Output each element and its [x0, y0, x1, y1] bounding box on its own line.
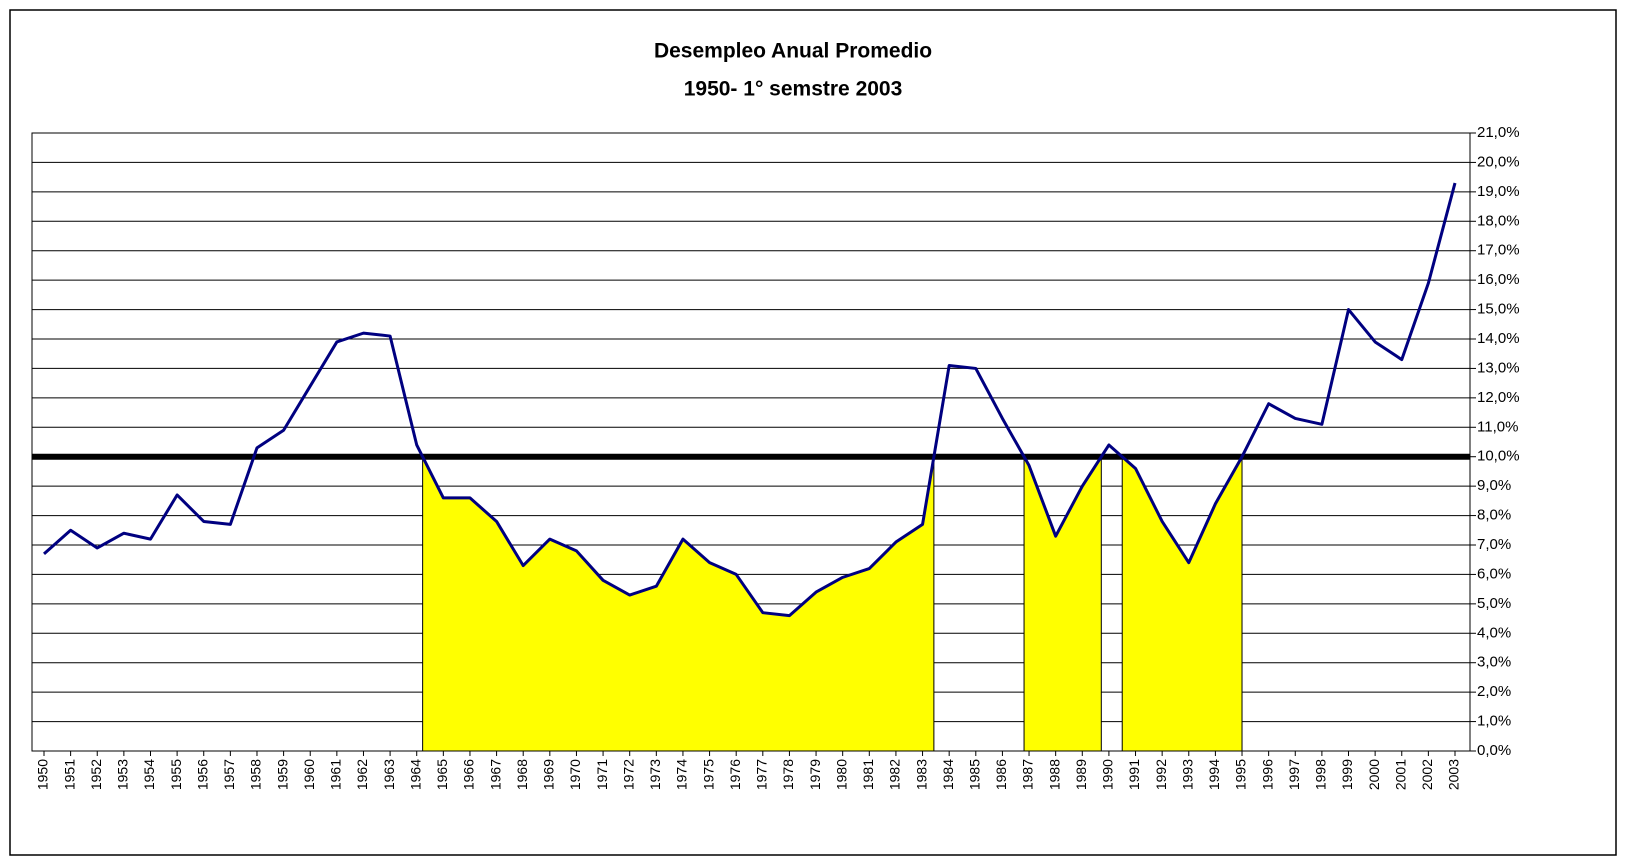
chart-title: Desempleo Anual Promedio [654, 40, 932, 63]
x-tick-label: 1972 [620, 759, 636, 790]
x-tick-label: 1991 [1126, 759, 1142, 790]
x-tick-label: 1984 [940, 759, 956, 790]
x-tick-label: 1988 [1046, 759, 1062, 790]
x-tick-label: 1983 [913, 759, 929, 790]
x-tick-label: 1980 [833, 759, 849, 790]
x-tick-label: 1967 [487, 759, 503, 790]
y-tick-label: 5,0% [1477, 595, 1511, 612]
x-tick-label: 1998 [1313, 759, 1329, 790]
y-tick-label: 21,0% [1477, 124, 1520, 141]
y-tick-label: 11,0% [1477, 418, 1518, 435]
y-tick-label: 4,0% [1477, 624, 1511, 641]
y-tick-label: 15,0% [1477, 301, 1520, 318]
x-tick-label: 1994 [1206, 759, 1222, 790]
x-tick-label: 1953 [115, 759, 131, 790]
y-tick-label: 13,0% [1477, 359, 1520, 376]
x-tick-label: 1986 [993, 759, 1009, 790]
x-tick-label: 1966 [461, 759, 477, 790]
x-tick-label: 1979 [807, 759, 823, 790]
y-tick-label: 12,0% [1477, 389, 1520, 406]
x-tick-label: 1961 [328, 759, 344, 790]
x-tick-label: 1990 [1100, 759, 1116, 790]
x-tick-label: 1959 [274, 759, 290, 790]
y-tick-label: 19,0% [1477, 183, 1520, 200]
x-tick-label: 1968 [514, 759, 530, 790]
x-tick-label: 1977 [754, 759, 770, 790]
x-tick-label: 1976 [727, 759, 743, 790]
x-tick-label: 1952 [88, 759, 104, 790]
x-tick-label: 1981 [860, 759, 876, 790]
y-tick-label: 3,0% [1477, 654, 1511, 671]
y-tick-label: 9,0% [1477, 477, 1511, 494]
x-tick-label: 1951 [61, 759, 77, 790]
x-tick-label: 1950 [35, 759, 51, 790]
x-tick-label: 2002 [1419, 759, 1435, 790]
y-tick-label: 10,0% [1477, 448, 1520, 465]
y-tick-label: 1,0% [1477, 713, 1511, 730]
data-line [43, 182, 1457, 618]
x-tick-label: 1969 [541, 759, 557, 790]
x-tick-label: 1987 [1020, 759, 1036, 790]
x-tick-label: 1957 [221, 759, 237, 790]
x-tick-label: 1996 [1259, 759, 1275, 790]
x-tick-label: 1963 [381, 759, 397, 790]
y-tick-label: 14,0% [1477, 330, 1520, 347]
x-tick-label: 1958 [248, 759, 264, 790]
x-tick-label: 1970 [567, 759, 583, 790]
x-tick-label: 1999 [1339, 759, 1355, 790]
x-tick-label: 1974 [674, 759, 690, 790]
x-tick-label: 1985 [966, 759, 982, 790]
chart-subtitle: 1950- 1° semstre 2003 [684, 78, 903, 101]
x-tick-label: 1960 [301, 759, 317, 790]
x-tick-label: 1965 [434, 759, 450, 790]
x-tick-label: 2003 [1446, 759, 1462, 790]
x-tick-label: 1954 [141, 759, 157, 790]
x-tick-label: 1956 [194, 759, 210, 790]
x-tick-label: 1955 [168, 759, 184, 790]
x-tick-label: 1997 [1286, 759, 1302, 790]
x-tick-label: 1973 [647, 759, 663, 790]
x-tick-label: 1992 [1153, 759, 1169, 790]
y-tick-label: 17,0% [1477, 242, 1520, 259]
x-tick-label: 1995 [1233, 759, 1249, 790]
y-tick-label: 7,0% [1477, 536, 1511, 553]
y-tick-label: 20,0% [1477, 153, 1520, 170]
x-tick-label: 1978 [780, 759, 796, 790]
x-tick-label: 1993 [1179, 759, 1195, 790]
x-tick-label: 2001 [1392, 759, 1408, 790]
x-tick-label: 1975 [700, 759, 716, 790]
x-tick-label: 1962 [354, 759, 370, 790]
y-tick-label: 2,0% [1477, 683, 1511, 700]
y-tick-label: 6,0% [1477, 565, 1511, 582]
y-tick-label: 8,0% [1477, 507, 1511, 524]
y-tick-label: 0,0% [1477, 742, 1511, 759]
y-tick-label: 18,0% [1477, 212, 1520, 229]
y-tick-label: 16,0% [1477, 271, 1520, 288]
x-tick-label: 2000 [1366, 759, 1382, 790]
x-tick-label: 1982 [887, 759, 903, 790]
x-tick-label: 1989 [1073, 759, 1089, 790]
x-tick-label: 1964 [407, 759, 423, 790]
x-tick-label: 1971 [594, 759, 610, 790]
